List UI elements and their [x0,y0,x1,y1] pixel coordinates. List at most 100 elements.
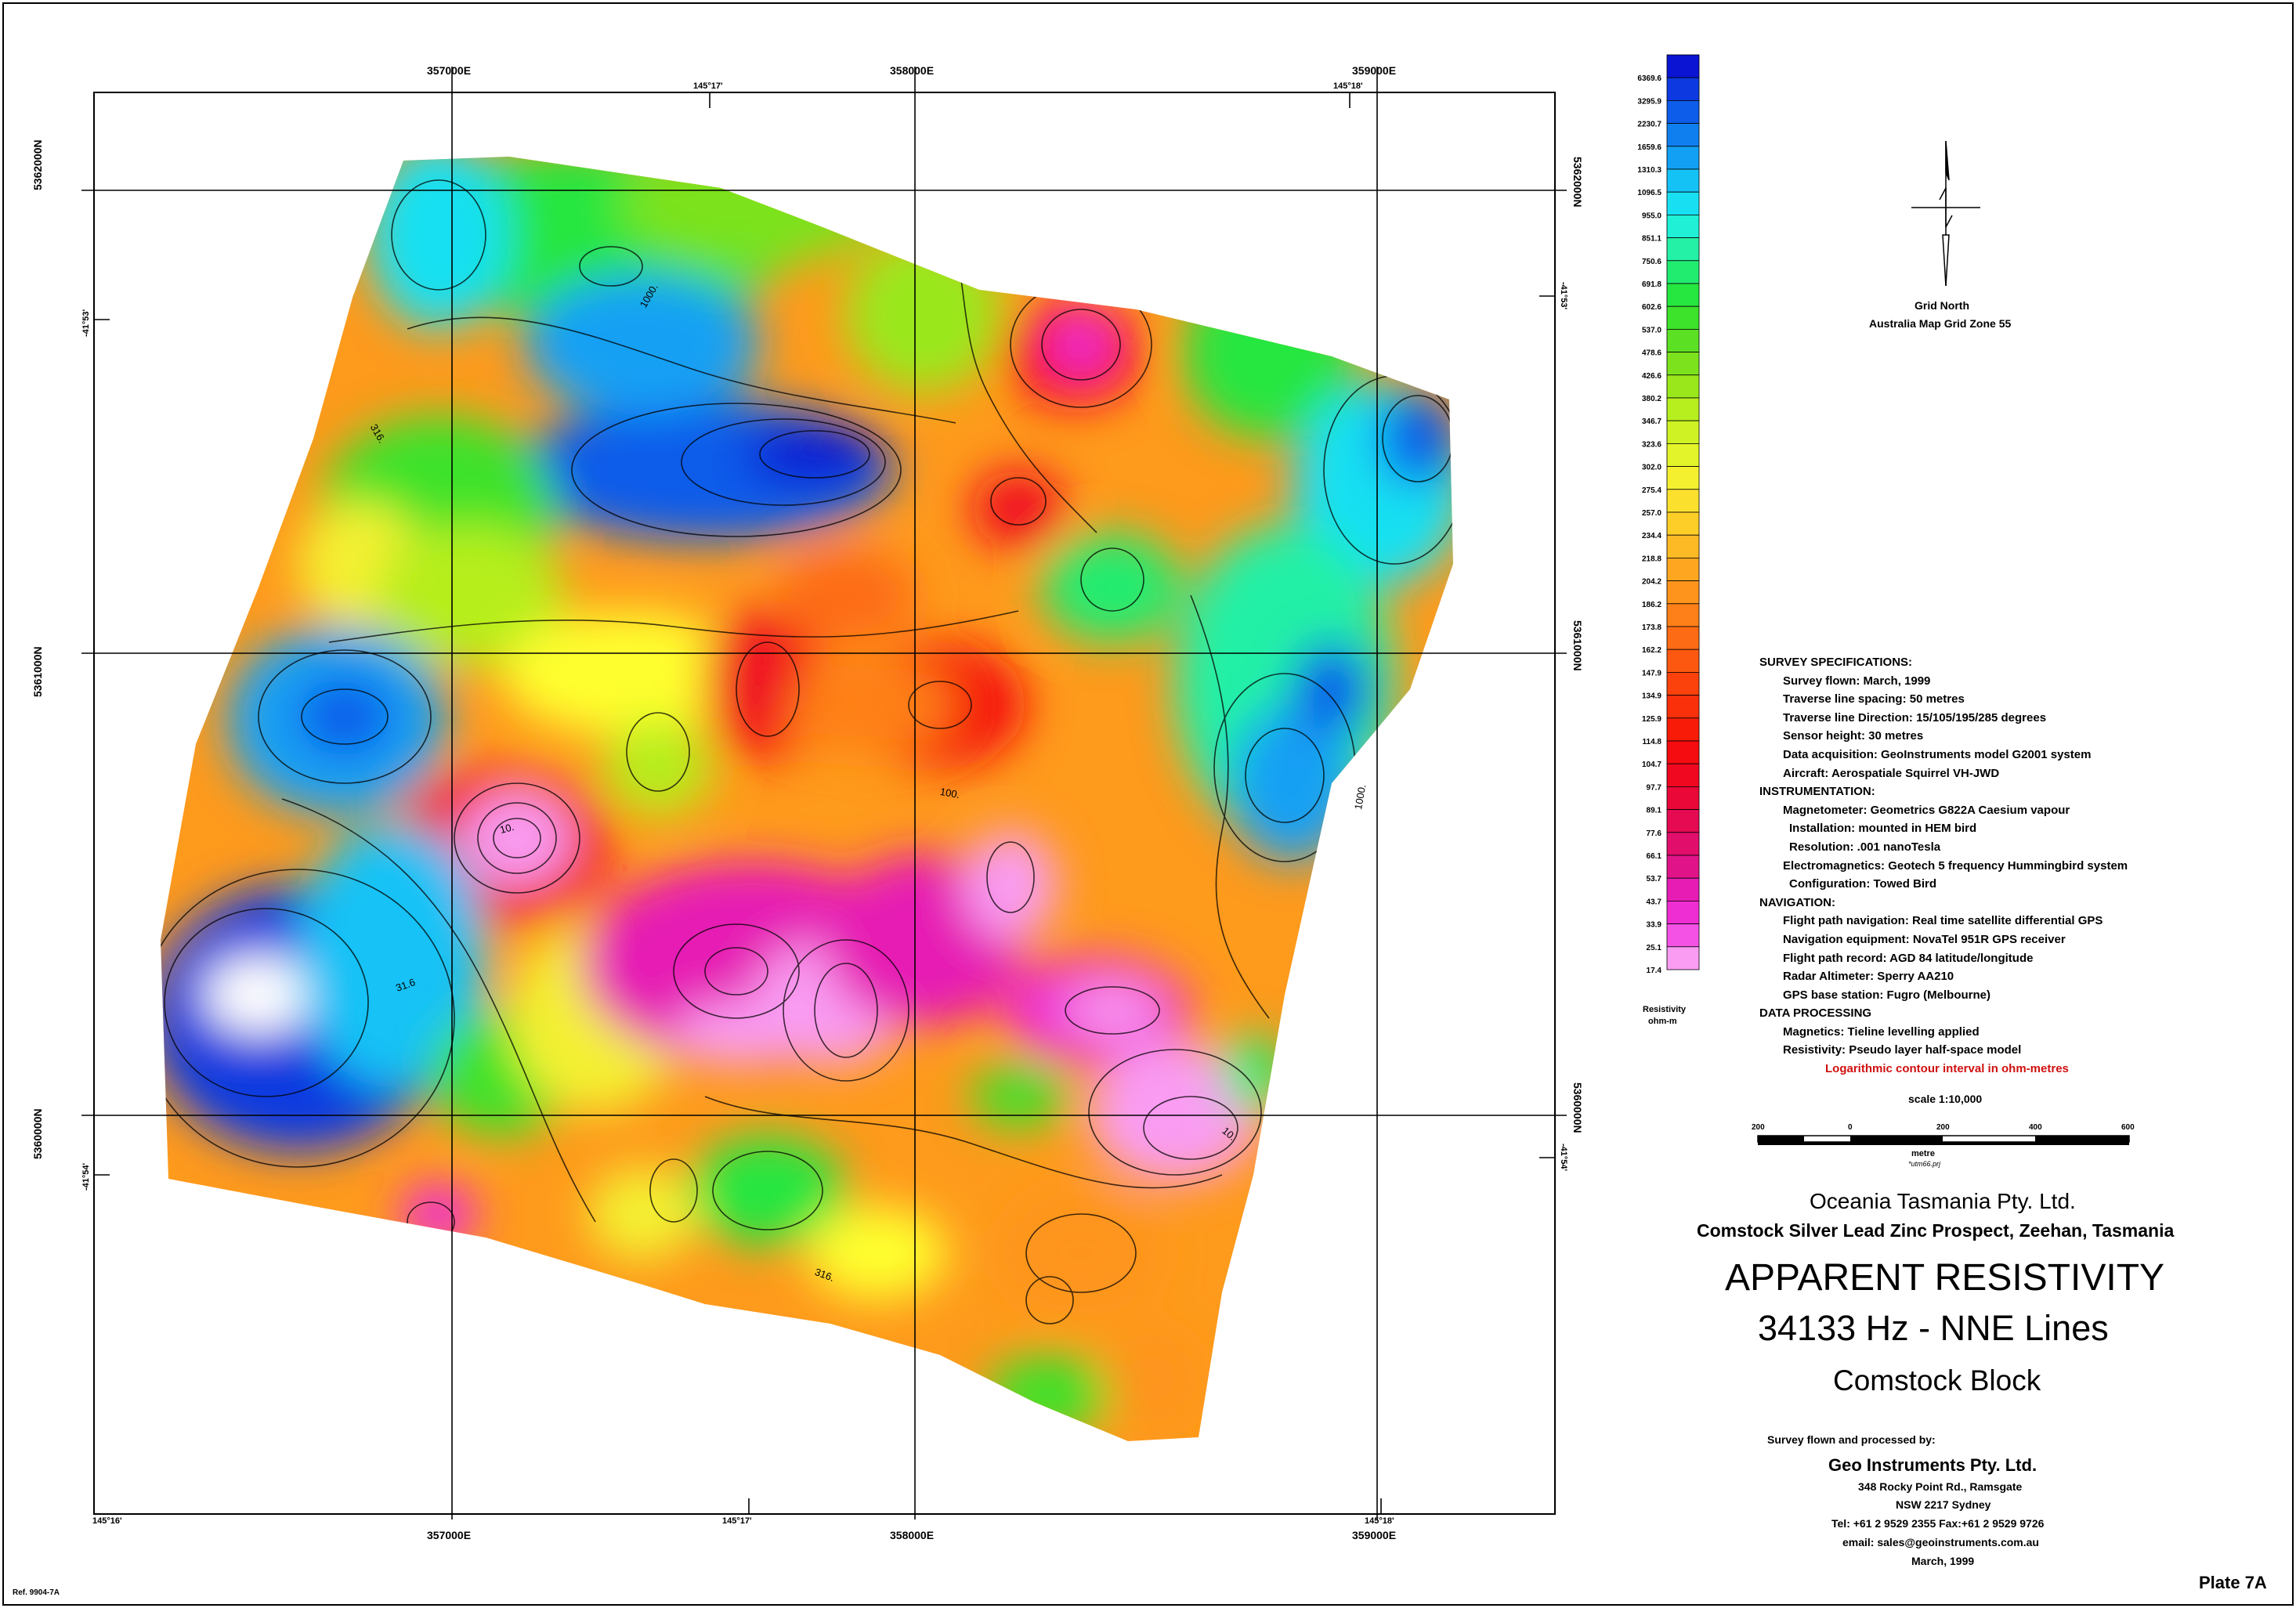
spec-item: Survey flown: March, 1999 [1783,674,1931,688]
legend-swatch [1666,77,1700,101]
legend-value-label: 3295.9 [1637,97,1661,106]
spec-item: Aircraft: Aerospatiale Squirrel VH-JWD [1783,766,2000,780]
legend-value-label: 851.1 [1642,235,1661,244]
legend-value-label: 125.9 [1642,715,1661,724]
scale-unit: metre [1911,1149,1935,1158]
legend-swatch [1666,832,1700,856]
legend-value-label: 43.7 [1647,898,1662,906]
legend-value-label: 2230.7 [1637,121,1661,129]
legend-swatch [1666,626,1700,650]
spec-item: GPS base station: Fugro (Melbourne) [1783,988,1991,1002]
northing-label-right-2: 5361000N [1571,620,1584,671]
easting-label-top-3: 359000E [1352,64,1397,77]
legend-value-label: 25.1 [1647,944,1662,952]
legend-swatch [1666,168,1700,193]
legend-value-label: 955.0 [1642,211,1661,220]
legend-swatch [1666,946,1700,970]
spec-section-heading: INSTRUMENTATION: [1759,785,1875,799]
latitude-label-right-2: -41°54' [1559,1144,1568,1172]
scale-tick: 200 [1936,1123,1950,1132]
contractor-phone: Tel: +61 2 9529 2355 Fax:+61 2 9529 9726 [1831,1517,2045,1530]
spec-item: Flight path navigation: Real time satell… [1783,914,2103,928]
northing-label-left-3: 5360000N [31,1108,44,1159]
easting-label-top-1: 357000E [427,64,472,77]
contractor-address2: NSW 2217 Sydney [1896,1498,1991,1511]
northing-label-left-2: 5361000N [31,646,44,697]
longitude-label-bottom-2: 145°17' [722,1516,752,1526]
north-arrow-icon [1911,140,1980,287]
spec-section-heading: NAVIGATION: [1759,895,1835,909]
legend-swatch [1666,511,1700,536]
spec-item: Traverse line spacing: 50 metres [1783,692,1965,706]
longitude-label-bottom-3: 145°18' [1365,1516,1394,1526]
spec-section-heading: SURVEY SPECIFICATIONS: [1759,656,1913,669]
legend-swatch [1666,558,1700,582]
legend-swatch [1666,328,1700,352]
contractor-name: Geo Instruments Pty. Ltd. [1828,1455,2037,1475]
legend-value-label: 323.6 [1642,440,1661,449]
legend-swatch [1666,54,1700,78]
legend-swatch [1666,877,1700,902]
map-frame [93,92,1556,1515]
legend-value-label: 234.4 [1642,532,1661,540]
legend-swatch [1666,146,1700,170]
legend-value-label: 1096.5 [1637,189,1661,197]
spec-sub-item: Configuration: Towed Bird [1789,877,1937,891]
legend-swatch [1666,397,1700,421]
legend-swatch [1666,489,1700,513]
north-arrow-caption-1: Grid North [1915,299,1969,312]
spec-item: Flight path record: AGD 84 latitude/long… [1783,951,2034,965]
legend-value-label: 750.6 [1642,258,1661,266]
contractor-address1: 348 Rocky Point Rd., Ramsgate [1858,1480,2023,1493]
map-title-line1: APPARENT RESISTIVITY [1725,1257,2165,1299]
contour-interval-note: Logarithmic contour interval in ohm-metr… [1825,1062,2069,1076]
legend-value-label: 275.4 [1642,486,1661,495]
scale-tick: 600 [2121,1123,2135,1132]
legend-unit-line1: Resistivity [1643,1005,1687,1014]
latitude-label-left-1: -41°53' [81,309,91,337]
legend-swatch [1666,695,1700,719]
legend-value-label: 478.6 [1642,349,1661,358]
easting-label-bottom-1: 357000E [427,1529,472,1541]
longitude-label-top-1: 145°17' [693,81,723,91]
spec-item: Magnetometer: Geometrics G822A Caesium v… [1783,803,2070,817]
legend-value-label: 204.2 [1642,578,1661,587]
legend-value-label: 33.9 [1647,921,1662,930]
legend-swatch [1666,649,1700,673]
legend-swatch [1666,580,1700,605]
spec-section-heading: DATA PROCESSING [1759,1006,1872,1021]
spec-item: Resistivity: Pseudo layer half-space mod… [1783,1043,2022,1057]
longitude-label-top-2: 145°18' [1333,81,1363,91]
scale-tick: 200 [1752,1123,1765,1132]
legend-swatch [1666,717,1700,742]
legend-value-label: 17.4 [1647,967,1662,975]
scale-title: scale 1:10,000 [1908,1093,1983,1105]
easting-label-bottom-3: 359000E [1352,1529,1397,1541]
spec-sub-item: Resolution: .001 nanoTesla [1789,840,1941,854]
legend-unit-line2: ohm-m [1648,1017,1677,1026]
sheet-reference: Ref. 9904-7A [13,1588,60,1597]
easting-label-top-2: 358000E [890,64,935,77]
legend-value-label: 89.1 [1647,807,1662,815]
contractor-intro: Survey flown and processed by: [1767,1433,1936,1446]
legend-swatch [1666,374,1700,399]
legend-color-bar [1666,54,1700,970]
project-name: Comstock Silver Lead Zinc Prospect, Zeeh… [1697,1220,2175,1241]
legend-value-label: 53.7 [1647,875,1662,883]
legend-value-label: 134.9 [1642,692,1661,701]
legend-swatch [1666,672,1700,696]
easting-label-bottom-2: 358000E [890,1529,935,1541]
legend-value-label: 302.0 [1642,464,1661,472]
map-title-line2: 34133 Hz - NNE Lines [1758,1308,2109,1348]
legend-value-label: 104.7 [1642,761,1661,769]
legend-swatch [1666,901,1700,925]
legend-swatch [1666,305,1700,330]
legend-value-label: 691.8 [1642,280,1661,289]
legend-swatch [1666,237,1700,262]
legend-swatch [1666,534,1700,558]
legend-swatch [1666,123,1700,147]
legend-value-label: 97.7 [1647,783,1662,792]
legend-swatch [1666,809,1700,833]
